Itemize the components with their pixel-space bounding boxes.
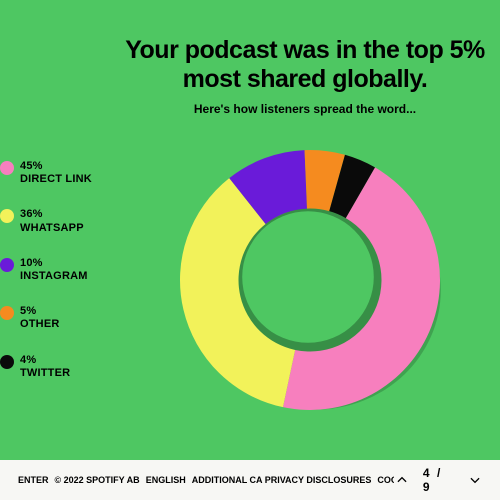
donut-svg: [160, 130, 460, 430]
chevron-down-icon: [468, 473, 482, 487]
prev-button[interactable]: [394, 472, 409, 488]
headline: Your podcast was in the top 5% most shar…: [110, 36, 500, 94]
chevron-up-icon: [395, 473, 409, 487]
legend-label: 36%WHATSAPP: [20, 208, 84, 234]
footer-link[interactable]: COOKIES: [377, 475, 394, 485]
chart-legend: 45%DIRECT LINK 36%WHATSAPP 10%INSTAGRAM 5%O…: [0, 160, 130, 402]
footer-link[interactable]: ENTER: [18, 475, 49, 485]
legend-item: 4%TWITTER: [0, 354, 130, 380]
footer-pager: 4 / 9: [394, 466, 482, 494]
legend-swatch: [0, 306, 14, 320]
legend-label: 10%INSTAGRAM: [20, 257, 88, 283]
footer-copyright: © 2022 SPOTIFY AB: [55, 475, 140, 485]
footer-bar: ENTER © 2022 SPOTIFY AB ENGLISH ADDITIONAL …: [0, 460, 500, 500]
legend-swatch: [0, 161, 14, 175]
donut-chart: [160, 130, 460, 430]
legend-swatch: [0, 258, 14, 272]
legend-swatch: [0, 355, 14, 369]
subheadline: Here's how listeners spread the word...: [110, 102, 500, 116]
legend-label: 5%OTHER: [20, 305, 60, 331]
legend-item: 36%WHATSAPP: [0, 208, 130, 234]
page-total: 9: [423, 480, 432, 494]
legend-item: 10%INSTAGRAM: [0, 257, 130, 283]
page-current: 4: [423, 466, 432, 480]
legend-label: 45%DIRECT LINK: [20, 160, 92, 186]
legend-item: 45%DIRECT LINK: [0, 160, 130, 186]
legend-item: 5%OTHER: [0, 305, 130, 331]
footer-link[interactable]: ENGLISH: [146, 475, 186, 485]
page-indicator: 4 / 9: [423, 466, 453, 494]
footer-link[interactable]: ADDITIONAL CA PRIVACY DISCLOSURES: [192, 475, 372, 485]
legend-swatch: [0, 209, 14, 223]
next-button[interactable]: [467, 472, 482, 488]
legend-label: 4%TWITTER: [20, 354, 70, 380]
footer-links: ENTER © 2022 SPOTIFY AB ENGLISH ADDITIONAL …: [18, 475, 394, 485]
